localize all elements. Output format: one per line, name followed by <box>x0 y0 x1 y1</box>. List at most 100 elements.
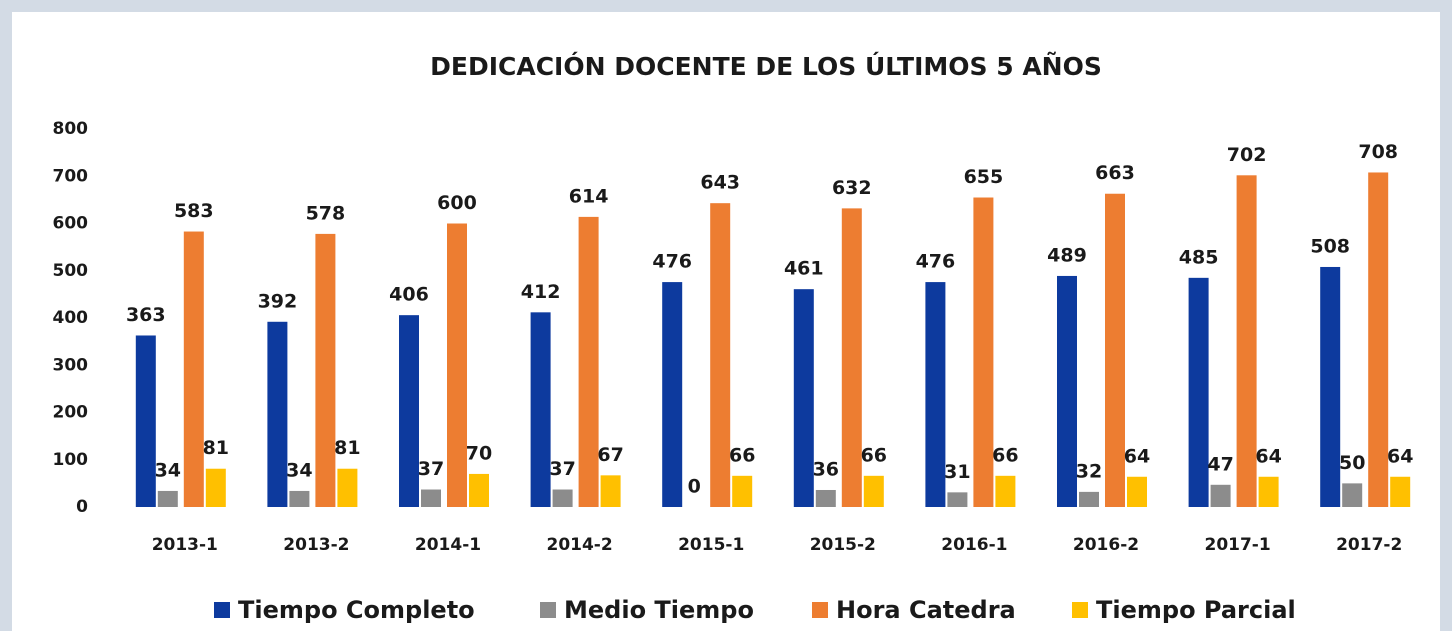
value-label: 655 <box>964 166 1004 188</box>
bar <box>1368 172 1389 507</box>
value-label: 578 <box>306 202 346 224</box>
value-label: 36 <box>813 458 839 480</box>
bar <box>1258 476 1279 507</box>
x-tick-label: 2016-1 <box>941 535 1007 555</box>
bar <box>841 208 862 507</box>
value-label: 0 <box>688 476 701 498</box>
bar <box>267 321 288 507</box>
bar <box>469 473 489 507</box>
value-label: 600 <box>437 192 477 214</box>
value-label: 67 <box>597 444 623 466</box>
legend-swatch <box>214 602 230 618</box>
bar <box>315 233 336 507</box>
y-tick-label: 300 <box>53 355 89 375</box>
value-label: 702 <box>1227 144 1267 166</box>
value-label: 508 <box>1310 235 1350 257</box>
bar <box>157 490 178 507</box>
y-tick-label: 200 <box>53 403 89 423</box>
bar <box>793 289 814 507</box>
x-tick-label: 2013-2 <box>283 535 349 555</box>
value-label: 32 <box>1076 460 1102 482</box>
bar <box>135 335 156 507</box>
bar <box>399 315 419 507</box>
bar <box>1320 266 1341 507</box>
bar <box>552 489 573 507</box>
value-label: 412 <box>521 281 561 303</box>
chart-title: DEDICACIÓN DOCENTE DE LOS ÚLTIMOS 5 AÑOS <box>430 51 1102 81</box>
bar <box>1236 175 1257 507</box>
bar <box>947 492 968 507</box>
y-tick-label: 600 <box>53 214 89 234</box>
value-label: 66 <box>992 444 1018 466</box>
value-label: 66 <box>729 444 755 466</box>
value-label: 485 <box>1179 246 1219 268</box>
bar <box>662 282 683 507</box>
bar <box>1079 491 1099 507</box>
value-label: 81 <box>334 437 360 459</box>
value-label: 31 <box>944 461 970 483</box>
value-label: 47 <box>1207 453 1233 475</box>
value-label: 363 <box>126 304 166 326</box>
value-label: 663 <box>1095 162 1135 184</box>
value-label: 708 <box>1358 141 1398 163</box>
x-tick-label: 2013-1 <box>152 535 218 555</box>
value-label: 614 <box>569 185 609 207</box>
x-tick-label: 2015-1 <box>678 535 744 555</box>
bar <box>421 489 441 507</box>
y-tick-label: 0 <box>76 497 88 517</box>
bar <box>600 475 621 507</box>
bar <box>815 489 836 507</box>
bar <box>447 223 467 507</box>
legend-swatch <box>812 602 828 618</box>
value-label: 81 <box>203 437 229 459</box>
x-tick-label: 2017-2 <box>1336 535 1402 555</box>
x-tick-label: 2015-2 <box>810 535 876 555</box>
value-label: 64 <box>1387 445 1413 467</box>
bar <box>995 475 1016 507</box>
bar <box>1057 275 1077 507</box>
value-label: 34 <box>286 459 312 481</box>
value-label: 583 <box>174 200 214 222</box>
bar <box>1127 476 1147 507</box>
value-label: 64 <box>1124 445 1150 467</box>
value-label: 34 <box>155 459 181 481</box>
value-label: 50 <box>1339 452 1365 474</box>
value-label: 70 <box>466 442 492 464</box>
y-tick-label: 700 <box>53 166 89 186</box>
legend-swatch <box>540 602 556 618</box>
bar <box>1390 476 1411 507</box>
bar <box>530 312 551 507</box>
value-label: 406 <box>389 284 429 306</box>
x-tick-label: 2014-2 <box>546 535 612 555</box>
legend-label: Hora Catedra <box>836 596 1016 624</box>
legend-label: Tiempo Parcial <box>1096 596 1296 624</box>
legend-label: Tiempo Completo <box>238 596 475 624</box>
bar <box>925 282 946 507</box>
legend-swatch <box>1072 602 1088 618</box>
bar <box>289 490 310 507</box>
bar <box>337 468 358 507</box>
value-label: 476 <box>652 251 692 273</box>
value-label: 392 <box>258 290 298 312</box>
bar <box>732 475 753 507</box>
bar <box>710 203 731 507</box>
y-tick-label: 800 <box>53 119 89 139</box>
x-tick-label: 2014-1 <box>415 535 481 555</box>
value-label: 66 <box>861 444 887 466</box>
value-label: 489 <box>1047 244 1087 266</box>
value-label: 37 <box>418 458 444 480</box>
value-label: 643 <box>700 172 740 194</box>
bar <box>1188 277 1209 507</box>
bar <box>578 216 599 507</box>
value-label: 632 <box>832 177 872 199</box>
bar <box>205 468 226 507</box>
value-label: 37 <box>549 458 575 480</box>
value-label: 461 <box>784 258 824 280</box>
bar <box>1342 483 1363 507</box>
y-tick-label: 100 <box>53 450 89 470</box>
bar <box>973 197 994 507</box>
value-label: 476 <box>916 251 956 273</box>
bar <box>183 231 204 507</box>
